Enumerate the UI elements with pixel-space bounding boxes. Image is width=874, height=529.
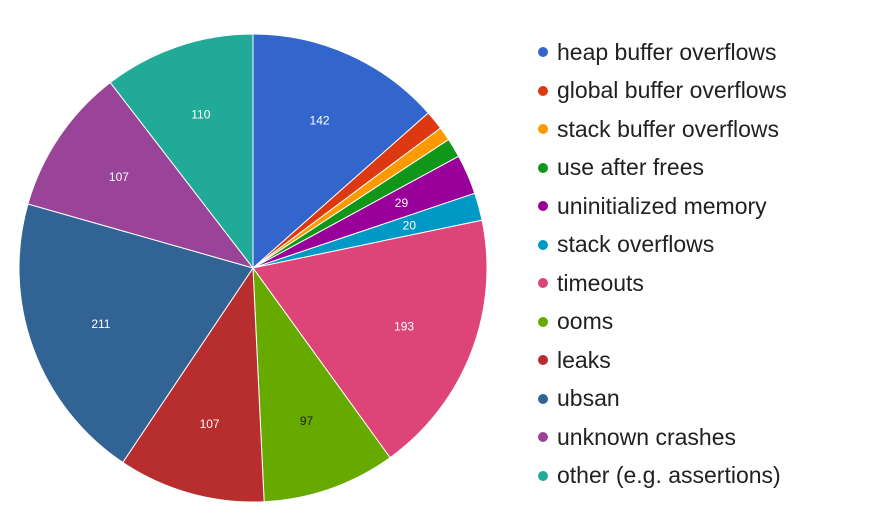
legend-item-leaks: leaks xyxy=(538,341,787,380)
slice-value-label: 107 xyxy=(109,170,129,184)
legend-swatch xyxy=(538,278,548,289)
legend-swatch xyxy=(538,47,548,58)
legend-swatch xyxy=(538,432,548,443)
slice-value-label: 110 xyxy=(191,108,210,122)
legend-label: global buffer overflows xyxy=(557,77,787,104)
legend-label: stack buffer overflows xyxy=(557,115,780,142)
legend-swatch xyxy=(538,316,548,327)
legend-item-stack-buffer-overflows: stack buffer overflows xyxy=(538,110,787,149)
slice-value-label: 20 xyxy=(403,219,417,233)
legend-label: leaks xyxy=(557,346,611,373)
legend-label: heap buffer overflows xyxy=(557,38,777,65)
legend-swatch xyxy=(538,201,548,212)
legend-swatch xyxy=(538,124,548,135)
legend-item-ubsan: ubsan xyxy=(538,380,787,419)
legend-swatch xyxy=(538,85,548,96)
slice-value-label: 193 xyxy=(394,320,414,334)
slice-value-label: 29 xyxy=(395,196,409,210)
slice-value-label: 142 xyxy=(310,113,330,127)
slice-value-label: 107 xyxy=(200,417,220,431)
legend-item-unknown-crashes: unknown crashes xyxy=(538,418,787,457)
slice-timeouts xyxy=(252,219,488,459)
legend-label: timeouts xyxy=(557,269,644,296)
slice-ubsan xyxy=(18,203,254,464)
legend-swatch xyxy=(538,239,548,250)
legend-swatch xyxy=(538,355,548,366)
legend-label: ooms xyxy=(557,308,614,335)
slice-unknown-crashes xyxy=(27,81,255,269)
legend-label: uninitialized memory xyxy=(557,192,767,219)
legend-label: stack overflows xyxy=(557,231,715,258)
legend-swatch xyxy=(538,470,548,481)
legend-label: other (e.g. assertions) xyxy=(557,462,781,489)
slice-leaks xyxy=(122,266,265,503)
legend-item-stack-overflows: stack overflows xyxy=(538,226,787,265)
slice-ooms xyxy=(252,266,391,503)
legend-item-global-buffer-overflows: global buffer overflows xyxy=(538,72,787,111)
legend: heap buffer overflows global buffer overf… xyxy=(538,33,787,495)
legend-item-timeouts: timeouts xyxy=(538,264,787,303)
legend-item-other-e-g-assertions: other (e.g. assertions) xyxy=(538,457,787,496)
legend-label: unknown crashes xyxy=(557,423,736,450)
legend-swatch xyxy=(538,162,548,173)
legend-item-use-after-frees: use after frees xyxy=(538,149,787,188)
slice-heap-buffer-overflows xyxy=(252,33,429,270)
slice-value-label: 211 xyxy=(91,317,110,331)
legend-item-ooms: ooms xyxy=(538,303,787,342)
legend-label: use after frees xyxy=(557,154,705,181)
slice-other-e-g-assertions xyxy=(109,33,254,270)
legend-swatch xyxy=(538,393,548,404)
legend-item-uninitialized-memory: uninitialized memory xyxy=(538,187,787,226)
legend-item-heap-buffer-overflows: heap buffer overflows xyxy=(538,33,787,72)
slice-value-label: 97 xyxy=(300,414,314,428)
legend-label: ubsan xyxy=(557,385,620,412)
